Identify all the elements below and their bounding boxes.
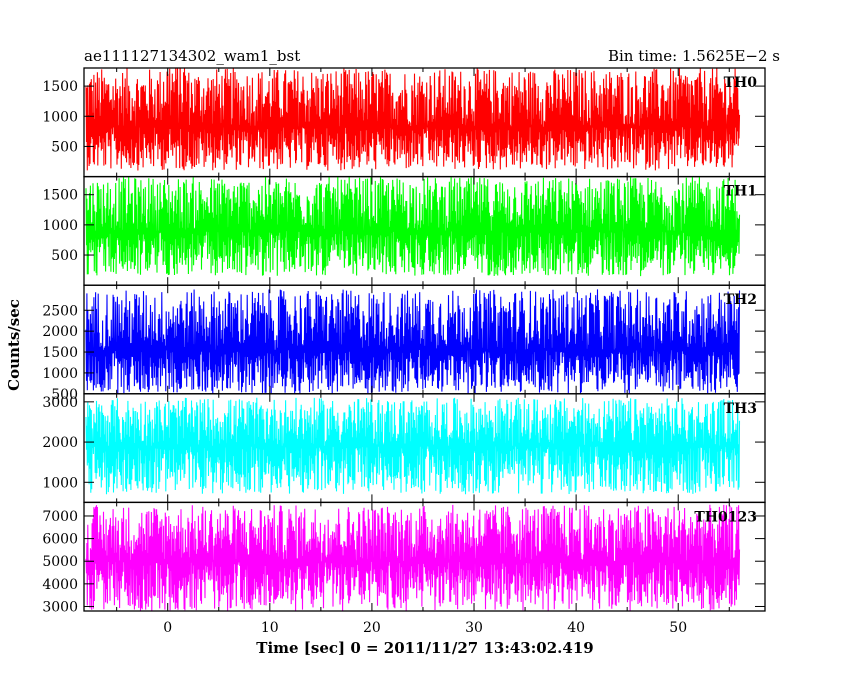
y-tick-label: 1500: [42, 79, 78, 95]
y-axis-label: Counts/sec: [5, 299, 23, 391]
y-tick-label: 1000: [42, 475, 78, 491]
panel-label: TH1: [724, 184, 757, 200]
y-tick-label: 5000: [42, 554, 78, 570]
y-tick-label: 2000: [42, 435, 78, 451]
y-tick-label: 1500: [42, 345, 78, 361]
x-tick-label: 30: [465, 620, 483, 636]
y-tick-label: 7000: [42, 509, 78, 525]
series-line-th3: [85, 397, 741, 495]
y-tick-label: 4000: [42, 577, 78, 593]
panel-th1: 500 1000 1500 TH1: [42, 175, 766, 286]
x-axis-label: Time [sec] 0 = 2011/11/27 13:43:02.419: [256, 639, 593, 657]
x-tick-label: 40: [567, 620, 585, 636]
y-tick-label: 2000: [42, 324, 78, 340]
y-tick-label: 3000: [42, 599, 78, 615]
panel-frame: [83, 501, 766, 612]
y-tick-label: 6000: [42, 532, 78, 548]
y-tick-label: 1000: [42, 366, 78, 382]
panel-th0123: 3000 4000 5000 6000 7000 TH0123: [42, 501, 766, 615]
series-line-th0123: [85, 504, 741, 611]
series-line-th1: [85, 176, 741, 277]
panel-label: TH0123: [694, 509, 757, 525]
y-tick-label: 500: [51, 387, 78, 403]
y-tick-label: 500: [51, 139, 78, 155]
x-tick-label: 20: [363, 620, 381, 636]
panels-group: 500 1000 1500 TH0 500 1000 1500 TH1 500 1000 1500 2…: [42, 67, 766, 615]
panel-label: TH3: [724, 401, 757, 417]
x-tick-label: 10: [261, 620, 279, 636]
panel-th0: 500 1000 1500 TH0: [42, 67, 766, 178]
y-tick-label: 1000: [42, 109, 78, 125]
x-axis: 0 10 20 30 40 50: [163, 620, 687, 636]
panel-th2: 500 1000 1500 2000 2500 TH2: [42, 284, 766, 403]
panel-label: TH0: [724, 75, 758, 91]
panel-th3: 1000 2000 3000 TH3: [42, 393, 766, 504]
chart-header-right: Bin time: 1.5625E−2 s: [608, 47, 780, 65]
y-tick-label: 1000: [42, 218, 78, 234]
y-tick-label: 2500: [42, 303, 78, 319]
y-tick-label: 500: [51, 248, 78, 264]
y-tick-label: 3000: [42, 395, 78, 411]
chart-header-left: ae111127134302_wam1_bst: [84, 47, 300, 65]
panel-label: TH2: [724, 292, 757, 308]
y-tick-label: 1500: [42, 188, 78, 204]
x-tick-label: 0: [163, 620, 172, 636]
series-line-th0: [85, 68, 741, 171]
series-line-th2: [85, 289, 741, 394]
x-tick-label: 50: [669, 620, 687, 636]
